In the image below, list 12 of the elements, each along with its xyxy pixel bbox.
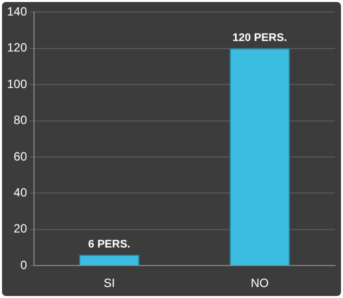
y-tick-label: 120 xyxy=(6,40,28,55)
x-tick-label: NO xyxy=(250,276,269,290)
y-tick-label: 0 xyxy=(20,258,28,272)
y-tick-label: 140 xyxy=(6,4,28,19)
data-label: 6 PERS. xyxy=(88,238,130,250)
y-tick-label: 40 xyxy=(14,186,28,200)
y-tick-label: 60 xyxy=(14,149,28,164)
y-tick-label: 100 xyxy=(6,76,28,91)
y-tick-label: 80 xyxy=(14,113,28,128)
x-tick-label: SI xyxy=(104,276,115,290)
y-tick-label: 20 xyxy=(14,222,28,236)
data-label: 120 PERS. xyxy=(232,32,287,44)
